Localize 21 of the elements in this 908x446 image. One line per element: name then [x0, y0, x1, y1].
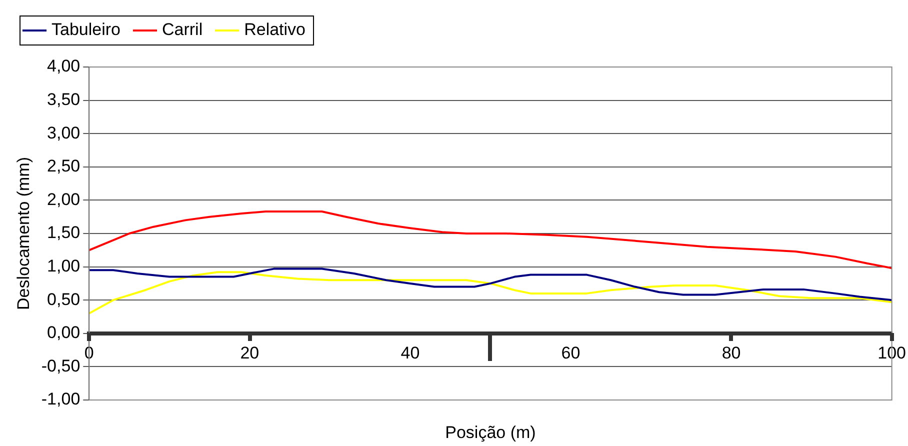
y-tick-label: -0,50	[41, 356, 80, 376]
y-tick-label: 2,00	[47, 190, 80, 209]
y-axis-title: Deslocamento (mm)	[14, 156, 33, 310]
y-tick-label: -1,00	[41, 390, 80, 409]
y-tick-label: 0,50	[47, 290, 80, 309]
y-tick-label: 3,50	[47, 90, 80, 109]
x-tick-label: 100	[878, 343, 906, 362]
x-axis-title: Posição (m)	[445, 423, 536, 442]
legend-label: Carril	[162, 20, 203, 40]
y-tick-label: 4,00	[47, 56, 80, 76]
y-tick-label: 1,50	[47, 223, 80, 242]
y-tick-label: 1,00	[47, 256, 80, 276]
x-tick-label: 80	[722, 343, 741, 362]
y-tick-label: 3,00	[47, 123, 80, 142]
legend-label: Relativo	[244, 20, 306, 40]
x-tick-label: 60	[561, 343, 580, 362]
x-tick-label: 20	[240, 343, 260, 362]
y-tick-label: 0,00	[47, 323, 80, 342]
legend-label: Tabuleiro	[52, 20, 120, 40]
y-tick-label: 2,50	[47, 156, 80, 176]
x-tick-label: 40	[400, 343, 420, 362]
